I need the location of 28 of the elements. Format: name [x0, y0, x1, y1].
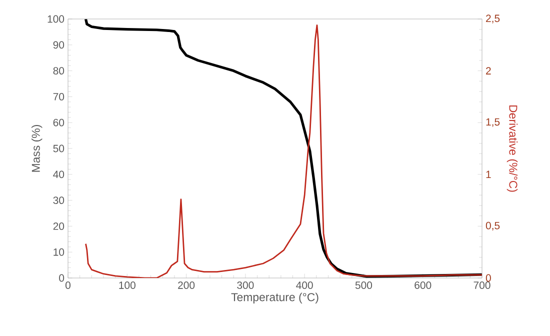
y2-tick-label: 1,5 [486, 118, 500, 127]
x-tick-label: 500 [355, 282, 372, 289]
y-tick-label: 70 [53, 93, 64, 100]
x-tick-label: 200 [178, 282, 195, 289]
y-tick-label: 30 [53, 196, 64, 204]
y-tick-label: 40 [53, 170, 64, 178]
y2-tick-label: 1 [486, 170, 491, 178]
y-tick-label: 50 [53, 144, 64, 152]
x-tick-label: 400 [296, 282, 313, 289]
y2-axis-title: Derivative (%/°C) [506, 105, 518, 192]
y-tick-label: 0 [59, 274, 64, 282]
y2-tick-label: 2 [486, 67, 491, 74]
x-tick-label: 600 [414, 282, 432, 289]
y-tick-label: 60 [53, 118, 64, 126]
y2-tick-label: 0 [486, 274, 491, 282]
x-axis-title: Temperature (°C) [231, 292, 318, 304]
y-tick-label: 100 [48, 15, 64, 23]
x-tick-label: 100 [119, 282, 136, 289]
y-axis-title: Mass (%) [32, 125, 42, 172]
x-tick-label: 0 [65, 282, 70, 289]
y-tick-label: 10 [54, 248, 64, 256]
y-tick-label: 20 [53, 222, 64, 230]
x-tick-label: 300 [237, 282, 254, 289]
x-tick-label: 700 [474, 282, 490, 289]
y-tick-label: 90 [53, 41, 64, 49]
y2-tick-label: 0,5 [486, 222, 500, 231]
y2-tick-label: 2,5 [486, 14, 500, 24]
y-tick-label: 80 [53, 67, 64, 75]
